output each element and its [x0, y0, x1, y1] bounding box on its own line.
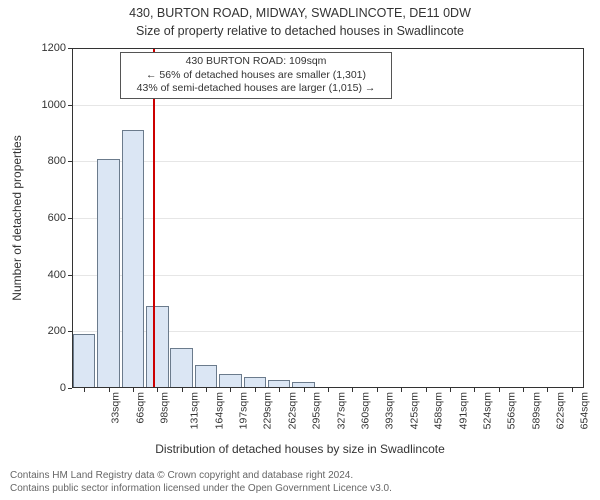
footer-line-2: Contains public sector information licen… [10, 483, 392, 496]
footer-line-1: Contains HM Land Registry data © Crown c… [10, 470, 392, 483]
xtick-mark [547, 388, 548, 392]
title-line-2: Size of property relative to detached ho… [0, 24, 600, 38]
footer-text: Contains HM Land Registry data © Crown c… [10, 470, 392, 495]
xtick-label: 622sqm [554, 392, 566, 429]
annotation-box: 430 BURTON ROAD: 109sqm← 56% of detached… [120, 52, 392, 99]
bar [122, 130, 144, 388]
gridline [72, 161, 584, 162]
xtick-mark [206, 388, 207, 392]
xtick-label: 327sqm [335, 392, 347, 429]
xtick-mark [109, 388, 110, 392]
xtick-label: 589sqm [530, 392, 542, 429]
ytick-label: 0 [60, 382, 72, 394]
xtick-mark [182, 388, 183, 392]
xtick-mark [230, 388, 231, 392]
xtick-mark [572, 388, 573, 392]
xtick-mark [377, 388, 378, 392]
title-line-1: 430, BURTON ROAD, MIDWAY, SWADLINCOTE, D… [0, 6, 600, 20]
ytick-label: 200 [48, 325, 72, 337]
bar [73, 334, 95, 388]
bar [146, 306, 168, 388]
xtick-label: 164sqm [213, 392, 225, 429]
xtick-label: 33sqm [110, 392, 122, 424]
xtick-mark [352, 388, 353, 392]
xtick-mark [523, 388, 524, 392]
xtick-mark [426, 388, 427, 392]
xtick-mark [304, 388, 305, 392]
xtick-mark [328, 388, 329, 392]
ytick-label: 1000 [42, 99, 72, 111]
bar [97, 159, 119, 389]
x-axis-title: Distribution of detached houses by size … [0, 442, 600, 456]
xtick-label: 393sqm [384, 392, 396, 429]
annotation-line: 43% of semi-detached houses are larger (… [125, 82, 387, 96]
xtick-mark [84, 388, 85, 392]
bar [170, 348, 192, 388]
xtick-mark [401, 388, 402, 392]
xtick-label: 197sqm [237, 392, 249, 429]
ytick-label: 1200 [42, 42, 72, 54]
xtick-mark [474, 388, 475, 392]
gridline [72, 105, 584, 106]
annotation-line: ← 56% of detached houses are smaller (1,… [125, 69, 387, 83]
xtick-label: 66sqm [134, 392, 146, 424]
xtick-label: 491sqm [457, 392, 469, 429]
xtick-label: 229sqm [262, 392, 274, 429]
xtick-label: 458sqm [433, 392, 445, 429]
plot-area: 02004006008001000120033sqm66sqm98sqm131s… [72, 48, 584, 388]
xtick-mark [255, 388, 256, 392]
bar [244, 377, 266, 388]
xtick-label: 131sqm [189, 392, 201, 429]
xtick-mark [133, 388, 134, 392]
xtick-label: 654sqm [579, 392, 591, 429]
bar [219, 374, 241, 388]
xtick-mark [157, 388, 158, 392]
chart-container: 430, BURTON ROAD, MIDWAY, SWADLINCOTE, D… [0, 0, 600, 500]
xtick-mark [450, 388, 451, 392]
bar [268, 380, 290, 389]
xtick-label: 524sqm [481, 392, 493, 429]
xtick-label: 98sqm [158, 392, 170, 424]
annotation-line: 430 BURTON ROAD: 109sqm [125, 55, 387, 69]
ytick-label: 400 [48, 269, 72, 281]
gridline [72, 218, 584, 219]
y-axis-title: Number of detached properties [10, 135, 24, 300]
xtick-label: 556sqm [506, 392, 518, 429]
xtick-label: 425sqm [408, 392, 420, 429]
bar [195, 365, 217, 388]
gridline [72, 275, 584, 276]
xtick-mark [499, 388, 500, 392]
xtick-label: 262sqm [286, 392, 298, 429]
ytick-label: 600 [48, 212, 72, 224]
reference-line [153, 48, 155, 388]
ytick-label: 800 [48, 155, 72, 167]
xtick-label: 360sqm [359, 392, 371, 429]
xtick-label: 295sqm [311, 392, 323, 429]
xtick-mark [279, 388, 280, 392]
